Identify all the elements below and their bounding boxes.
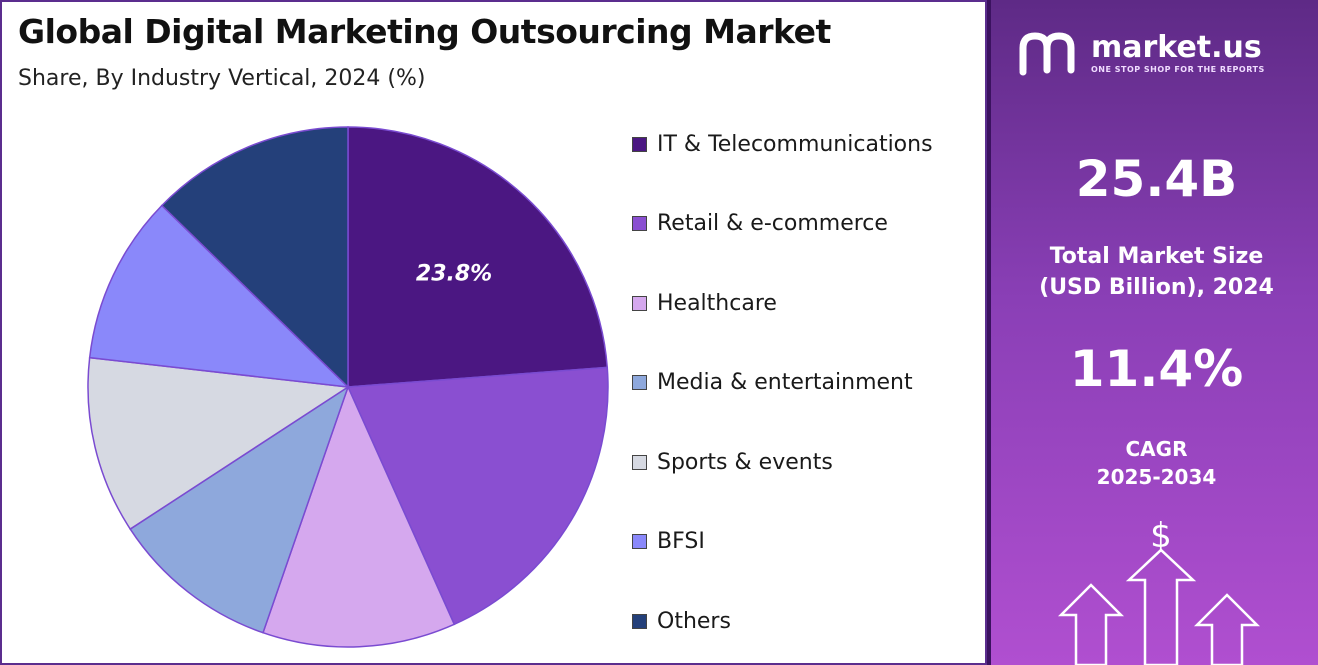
pie-data-labels: 23.8% — [416, 262, 492, 287]
pie-slice-healthcare — [262, 384, 456, 648]
legend-item: Retail & e-commerce — [632, 210, 888, 238]
legend-label: Media & entertainment — [657, 370, 913, 395]
legend-swatch — [632, 295, 647, 311]
stats-panel: market.us ONE STOP SHOP FOR THE REPORTS … — [987, 0, 1318, 665]
pie-slices — [87, 126, 609, 648]
legend-item: Healthcare — [632, 289, 777, 317]
pie-slice-others — [160, 126, 349, 389]
legend-label: BFSI — [657, 529, 705, 554]
pie-slice-media-entertainment — [129, 385, 350, 634]
chart-subtitle: Share, By Industry Vertical, 2024 (%) — [18, 66, 426, 91]
legend-label: IT & Telecommunications — [657, 131, 933, 157]
market-size-value: 25.4B — [1075, 150, 1238, 208]
growth-arrows-icon: $ — [1057, 516, 1261, 665]
market-size-label-line2: (USD Billion), 2024 — [1039, 275, 1274, 300]
legend-swatch — [632, 136, 647, 152]
brand-logo: market.us ONE STOP SHOP FOR THE REPORTS — [1017, 30, 1265, 76]
legend-item: Sports & events — [632, 448, 833, 476]
chart-title: Global Digital Marketing Outsourcing Mar… — [18, 12, 831, 51]
market-us-logo-icon — [1019, 32, 1075, 76]
chart-panel: Global Digital Marketing Outsourcing Mar… — [0, 0, 987, 665]
legend-label: Retail & e-commerce — [657, 211, 888, 236]
legend-swatch — [632, 375, 647, 390]
legend-swatch — [632, 613, 647, 629]
cagr-label-line1: CAGR — [1125, 437, 1188, 461]
legend-swatch — [632, 454, 647, 470]
legend-label: Sports & events — [657, 449, 833, 475]
legend-swatch — [632, 216, 647, 231]
pie-slice-sports-events — [87, 356, 351, 531]
cagr-value: 11.4% — [1069, 340, 1244, 398]
legend-item: Media & entertainment — [632, 369, 913, 397]
pie-chart: 23.8% — [87, 126, 609, 648]
legend-item: IT & Telecommunications — [632, 130, 933, 158]
pie-slice-it-telecommunications — [347, 126, 609, 388]
pie-slice-bfsi — [88, 204, 351, 388]
legend-item: Others — [632, 607, 731, 635]
legend-label: Healthcare — [657, 290, 777, 316]
legend-item: BFSI — [632, 528, 705, 556]
brand-tagline: ONE STOP SHOP FOR THE REPORTS — [1091, 64, 1265, 74]
dollar-sign-icon: $ — [1150, 516, 1172, 556]
pie-slice-retail-e-commerce — [346, 366, 609, 626]
legend-label: Others — [657, 608, 731, 634]
legend-swatch — [632, 534, 647, 549]
market-size-label-line1: Total Market Size — [1049, 244, 1264, 269]
pie-data-label: 23.8% — [416, 262, 492, 287]
cagr-label-line2: 2025-2034 — [1096, 465, 1217, 489]
brand-name: market.us — [1091, 29, 1262, 65]
